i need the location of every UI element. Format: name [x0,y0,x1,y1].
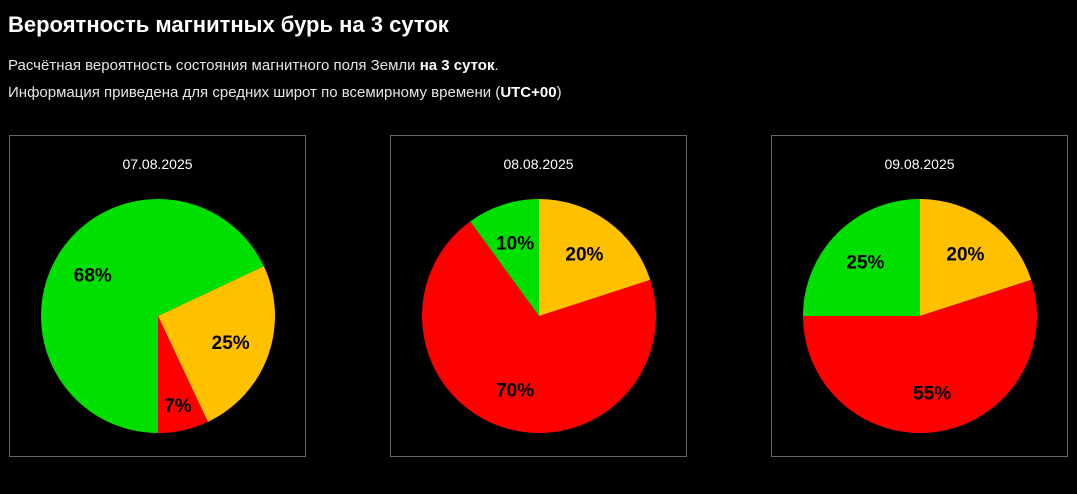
description-line-1: Расчётная вероятность состояния магнитно… [8,57,499,74]
pie-slice [539,199,651,316]
pie-slice [803,199,920,316]
description-line-2-suffix: ) [556,84,562,101]
description-line-1-suffix: . [494,57,499,74]
pie-slice [158,316,208,433]
pie-chart-day-2: 70% 10% 20% [421,199,656,434]
description-line-1-prefix: Расчётная вероятность состояния магнитно… [8,57,420,74]
panel-date: 09.08.2025 [884,156,955,172]
pie-panel-day-1: 07.08.2025 68% 25% 7% [9,135,306,457]
description-line-2: Информация приведена для средних широт п… [8,84,562,101]
panel-date: 07.08.2025 [122,156,193,172]
pie-slice [803,279,1037,434]
pie-slice-label: 68% [74,266,112,287]
pie-slice-label: 55% [913,383,951,404]
pie-slice-label: 10% [496,234,534,255]
pie-slice-label: 20% [946,245,984,266]
pie-slice-label: 25% [212,333,250,354]
pie-slice-label: 20% [565,245,603,266]
pie-chart-day-3: 20% 55% 25% [803,199,1037,434]
pie-slice [158,266,275,422]
description-line-1-bold: на 3 суток [419,57,495,74]
description-line-2-prefix: Информация приведена для средних широт п… [8,84,501,101]
pie-slice-label: 7% [164,396,192,417]
panel-date: 08.08.2025 [503,156,574,172]
pie-slice-label: 25% [846,252,884,273]
pie-panel-day-3: 09.08.2025 20% 55% 25% [771,135,1068,457]
pie-slice [421,221,656,434]
pie-slice-label: 70% [496,380,534,401]
description-line-2-bold: UTC+00 [500,84,557,101]
pie-panel-day-2: 08.08.2025 70% 10% 20% [390,135,687,457]
pie-slice [470,199,539,316]
pie-chart-day-1: 68% 25% 7% [40,199,275,433]
pie-slice [40,199,264,433]
pie-slice [920,199,1032,316]
page-title: Вероятность магнитных бурь на 3 суток [8,12,449,37]
